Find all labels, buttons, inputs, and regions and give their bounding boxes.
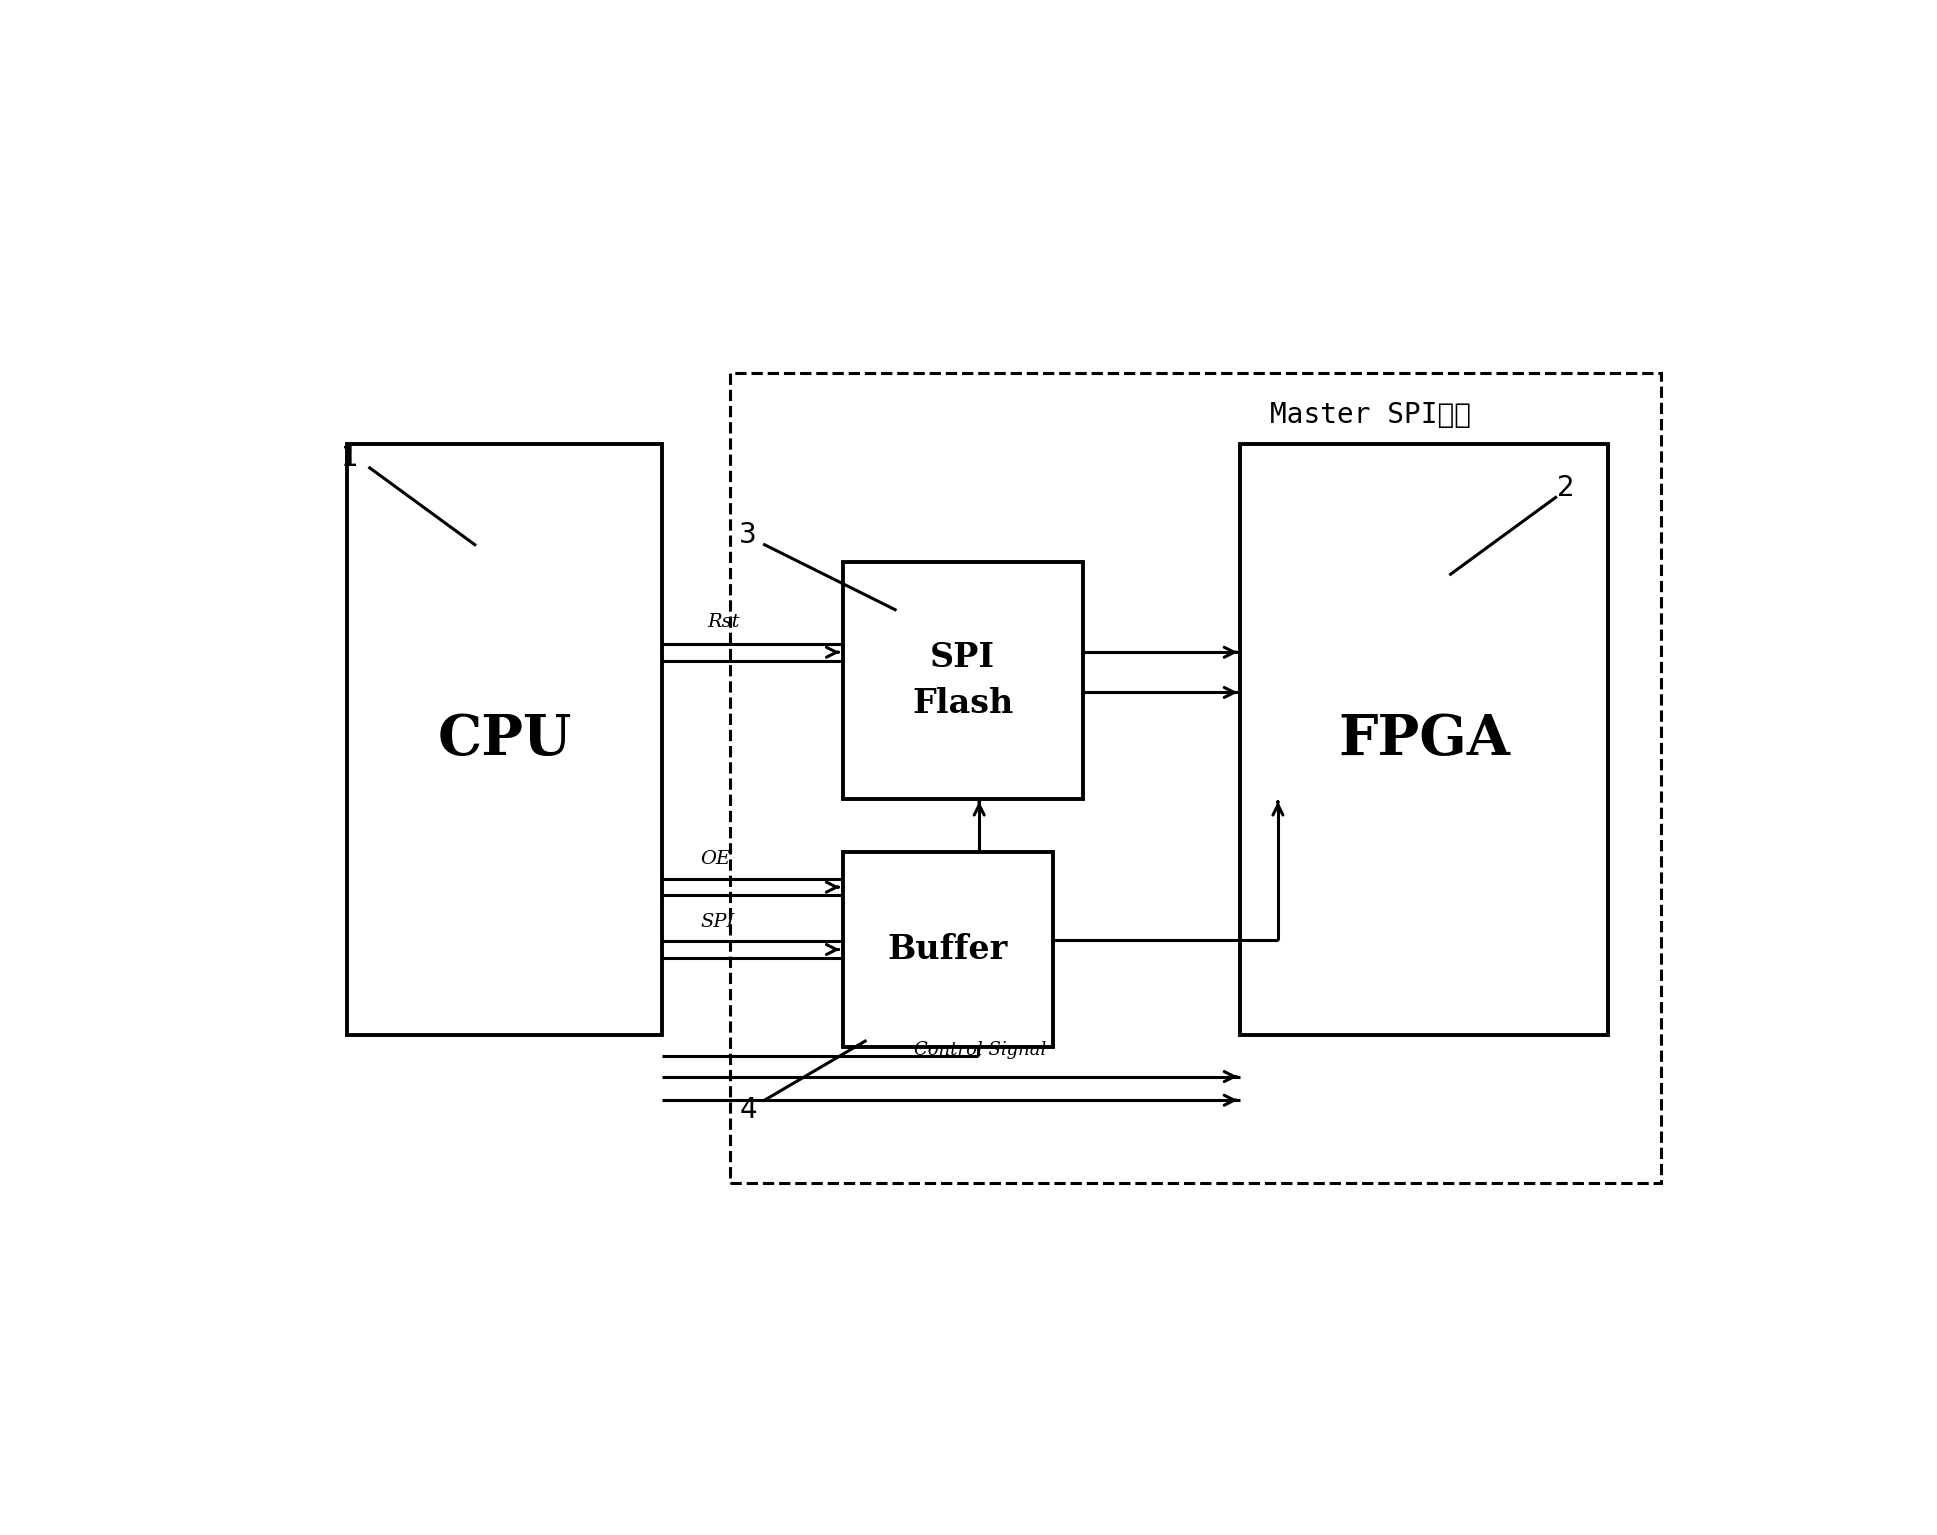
Text: 3: 3	[740, 522, 757, 550]
Text: CPU: CPU	[438, 712, 571, 768]
Text: 4: 4	[740, 1096, 757, 1124]
Bar	[730, 373, 1660, 1183]
Text: Rst: Rst	[707, 612, 740, 631]
Text: OE: OE	[699, 850, 730, 869]
Text: 1: 1	[341, 445, 358, 473]
Text: 2: 2	[1557, 474, 1575, 502]
Text: Buffer: Buffer	[887, 933, 1007, 966]
Text: Master SPI模式: Master SPI模式	[1271, 401, 1472, 428]
Text: SPI
Flash: SPI Flash	[912, 642, 1013, 720]
Bar	[347, 444, 662, 1035]
Bar	[843, 852, 1054, 1047]
Text: FPGA: FPGA	[1338, 712, 1511, 768]
Bar	[1240, 444, 1608, 1035]
Bar	[843, 562, 1083, 798]
Text: SPI: SPI	[699, 913, 734, 930]
Text: Control Signal: Control Signal	[914, 1041, 1046, 1059]
